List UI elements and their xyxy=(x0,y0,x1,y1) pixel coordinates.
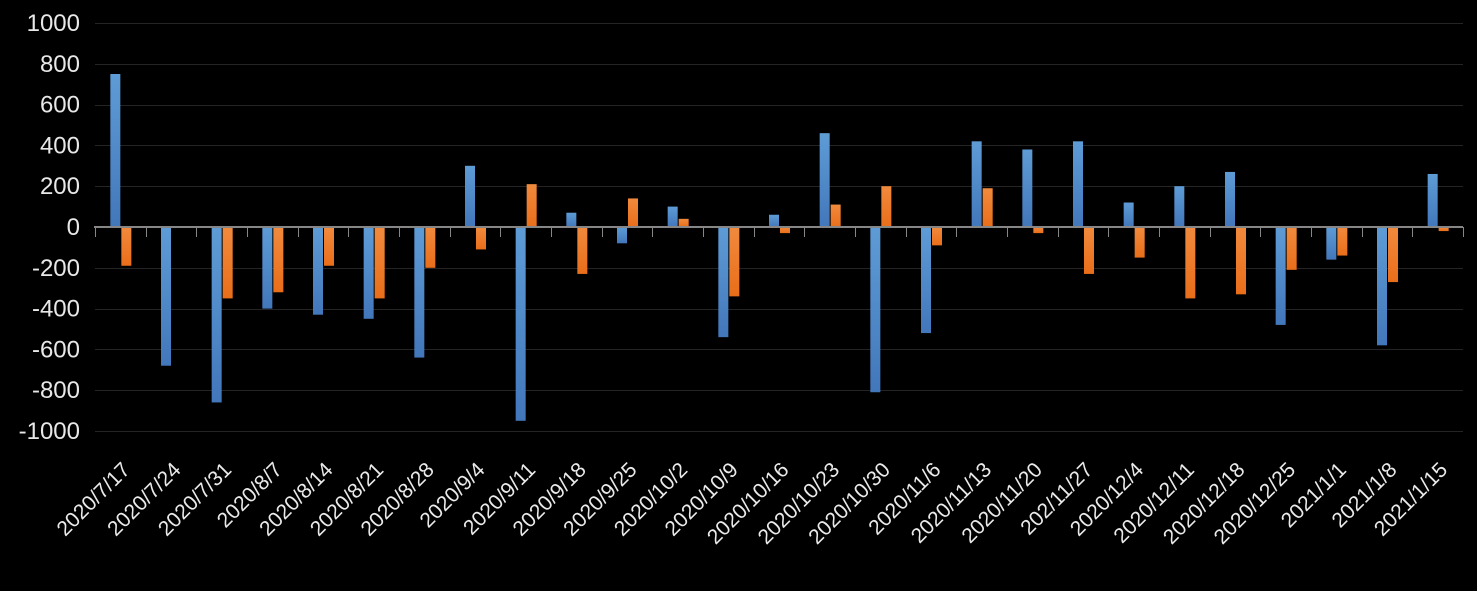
bar xyxy=(211,227,222,403)
y-tick-label: -400 xyxy=(32,296,80,323)
bar xyxy=(465,165,475,227)
bar xyxy=(1236,227,1246,295)
y-tick-label: 800 xyxy=(40,51,80,78)
y-tick-label: 400 xyxy=(40,132,80,159)
bar xyxy=(1084,227,1094,274)
bar xyxy=(1286,227,1297,270)
y-tick-label: -600 xyxy=(32,336,80,363)
bar xyxy=(414,227,425,358)
bar xyxy=(1134,227,1145,258)
bar xyxy=(1377,227,1387,346)
bar xyxy=(110,74,121,227)
bar xyxy=(1185,227,1196,299)
bar xyxy=(1337,227,1348,256)
bar xyxy=(729,227,740,297)
bar xyxy=(780,227,790,234)
bar xyxy=(1174,186,1185,227)
y-tick-label: -800 xyxy=(32,377,80,404)
bar xyxy=(1427,173,1438,227)
bar xyxy=(1326,227,1337,260)
bar xyxy=(982,188,993,227)
bar xyxy=(262,227,273,309)
bar xyxy=(222,227,233,299)
bar xyxy=(363,227,374,319)
bar xyxy=(476,227,486,250)
bar xyxy=(121,227,132,266)
bar xyxy=(526,184,537,227)
y-tick-label: -1000 xyxy=(19,418,80,445)
bar xyxy=(1225,171,1235,227)
bar xyxy=(324,227,334,266)
bar xyxy=(971,141,982,227)
bar xyxy=(566,212,577,227)
bar xyxy=(769,214,779,227)
bar xyxy=(161,227,171,366)
y-tick-label: 200 xyxy=(40,173,80,200)
bar xyxy=(870,227,881,393)
bar xyxy=(515,227,526,421)
bar xyxy=(1438,227,1449,232)
bar xyxy=(1022,149,1033,227)
bar xyxy=(425,227,436,268)
bar xyxy=(819,133,830,227)
bar xyxy=(577,227,588,274)
bar xyxy=(830,204,841,227)
bar xyxy=(1073,141,1083,227)
bar xyxy=(617,227,627,244)
bar xyxy=(718,227,729,338)
bar xyxy=(932,227,942,246)
bar xyxy=(678,218,689,227)
bar xyxy=(374,227,385,299)
y-tick-label: -200 xyxy=(32,255,80,282)
y-tick-label: 1000 xyxy=(27,10,80,37)
bar xyxy=(1275,227,1286,325)
bar xyxy=(921,227,931,334)
bar xyxy=(881,186,892,227)
bar xyxy=(1033,227,1044,234)
y-tick-label: 600 xyxy=(40,92,80,119)
y-tick-label: 0 xyxy=(67,214,80,241)
bar xyxy=(1388,227,1398,283)
bar xyxy=(273,227,284,293)
bar xyxy=(313,227,323,315)
bar xyxy=(667,206,678,227)
bar xyxy=(628,198,638,227)
bar xyxy=(1123,202,1134,227)
